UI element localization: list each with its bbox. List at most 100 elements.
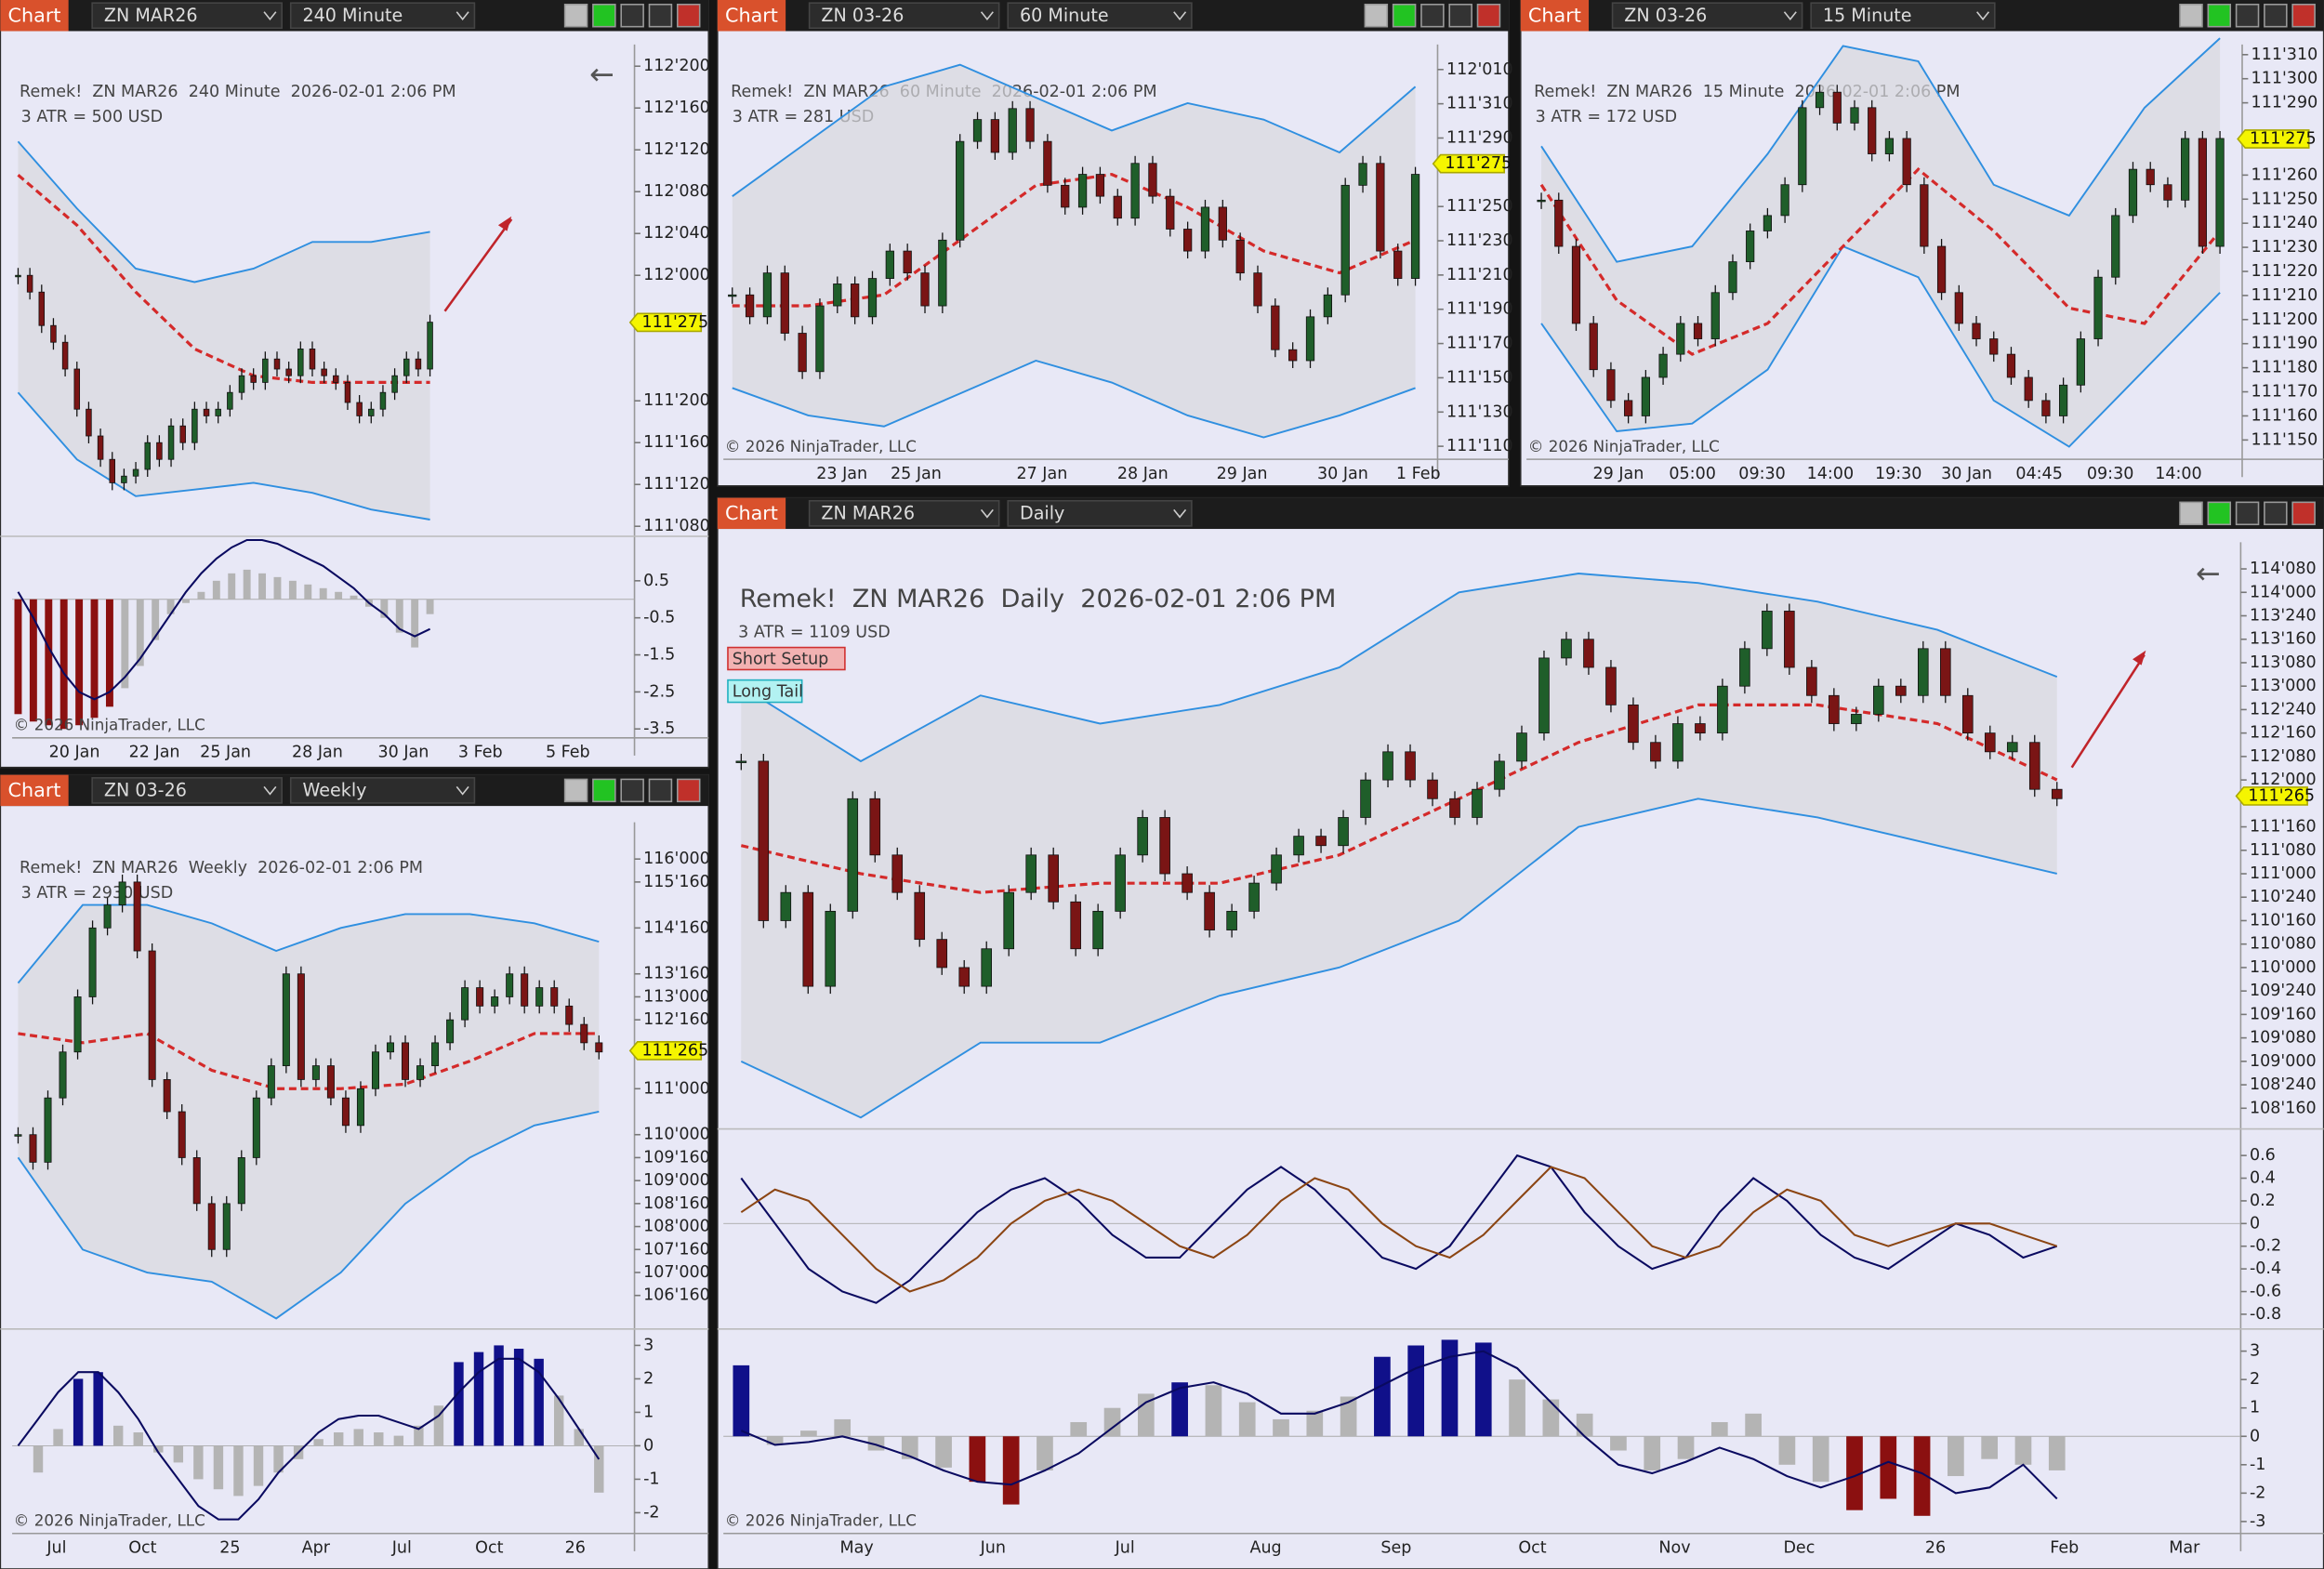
chart-header: Remek! ZN MAR26 Daily 2026-02-01 2:06 PM — [740, 585, 1337, 613]
candle — [1554, 199, 1564, 247]
y-tick-label: 111'290 — [1446, 128, 1513, 147]
window-button[interactable] — [2235, 501, 2260, 526]
x-tick-label: Oct — [1518, 1539, 1546, 1558]
window-button[interactable] — [2264, 501, 2288, 526]
y-tick-label: 110'000 — [2250, 958, 2317, 977]
window-button[interactable] — [2264, 3, 2288, 28]
candle — [1851, 714, 1862, 724]
candle — [179, 425, 186, 443]
dropdown[interactable] — [1007, 2, 1193, 30]
back-icon[interactable]: ← — [589, 56, 614, 91]
dropdown-label: 240 Minute — [303, 5, 403, 26]
candle — [1850, 107, 1859, 124]
chart-tab[interactable] — [717, 0, 786, 32]
candle — [565, 1005, 574, 1025]
candle — [1780, 184, 1789, 217]
x-tick-label: 25 — [219, 1539, 240, 1558]
window-button[interactable] — [1392, 3, 1417, 28]
histogram-bar — [1509, 1379, 1525, 1437]
window-button[interactable] — [2291, 501, 2316, 526]
y-tick-label: 114'000 — [2250, 583, 2317, 601]
window-button[interactable] — [1448, 3, 1472, 28]
window-button[interactable] — [648, 3, 673, 28]
y-tick-label: -0.2 — [2250, 1237, 2281, 1256]
candle — [1077, 174, 1088, 208]
candle — [341, 1097, 350, 1127]
candle — [1293, 836, 1304, 856]
y-tick-label: 112'080 — [643, 182, 710, 201]
candle — [59, 1051, 67, 1099]
window-button[interactable] — [2179, 3, 2203, 28]
dropdown[interactable] — [808, 2, 1000, 30]
dropdown[interactable] — [289, 2, 476, 30]
window-button[interactable] — [2207, 501, 2232, 526]
window-button[interactable] — [1476, 3, 1501, 28]
window-button[interactable] — [592, 778, 616, 803]
window-button[interactable] — [676, 778, 701, 803]
chart-tab[interactable] — [0, 774, 69, 807]
histogram-bar — [395, 599, 403, 633]
chart-tab[interactable] — [0, 0, 69, 32]
window-button[interactable] — [2207, 3, 2232, 28]
candle — [580, 1023, 588, 1044]
candle — [1641, 376, 1650, 416]
upper-band — [17, 903, 600, 984]
window-button[interactable] — [1420, 3, 1445, 28]
last-price-marker — [2237, 129, 2310, 149]
window-button[interactable] — [563, 778, 588, 803]
dropdown[interactable] — [1611, 2, 1803, 30]
y-tick-label: -3 — [2250, 1512, 2265, 1531]
chart-tab[interactable] — [1520, 0, 1590, 32]
annotation-box — [727, 679, 803, 704]
candle — [958, 967, 971, 987]
candle — [815, 305, 825, 373]
candle — [118, 881, 126, 906]
histogram-bar — [534, 1358, 544, 1446]
window-button[interactable] — [592, 3, 616, 28]
candle — [227, 391, 233, 410]
dropdown-label: 15 Minute — [1823, 5, 1912, 26]
back-icon[interactable]: ← — [2196, 555, 2221, 590]
x-tick-label: 1 Feb — [1396, 465, 1441, 483]
last-price-marker — [2235, 786, 2308, 806]
y-tick-label: 108'240 — [2250, 1075, 2317, 1094]
candle — [1728, 261, 1737, 294]
histogram-bar — [800, 1431, 817, 1437]
candle — [356, 402, 363, 416]
candle — [762, 272, 772, 318]
window-button[interactable] — [2235, 3, 2260, 28]
copyright: © 2026 NinjaTrader, LLC — [14, 716, 205, 734]
dropdown[interactable] — [91, 777, 283, 804]
candle — [550, 987, 559, 1007]
candle — [802, 891, 814, 987]
window-button[interactable] — [1364, 3, 1389, 28]
window-button[interactable] — [648, 778, 673, 803]
dropdown[interactable] — [1810, 2, 1996, 30]
window-button[interactable] — [563, 3, 588, 28]
chart-tab[interactable] — [717, 497, 786, 530]
dropdown-label: ZN MAR26 — [104, 5, 198, 26]
histogram-bar — [153, 1445, 164, 1453]
dropdown[interactable] — [1007, 499, 1193, 527]
histogram-bar — [213, 1445, 224, 1490]
window-button[interactable] — [2291, 3, 2316, 28]
y-tick-label: 111'000 — [2250, 864, 2317, 883]
dropdown[interactable] — [808, 499, 1000, 527]
window-button[interactable] — [620, 778, 644, 803]
y-tick-label: 0.4 — [2250, 1169, 2276, 1188]
histogram-bar — [258, 573, 267, 600]
candle — [1253, 272, 1262, 307]
candle — [192, 1157, 201, 1205]
candle — [1918, 648, 1929, 696]
candle — [1323, 294, 1332, 318]
window-button[interactable] — [620, 3, 644, 28]
x-tick-label: Apr — [302, 1539, 331, 1558]
dropdown[interactable] — [289, 777, 476, 804]
candle — [97, 435, 104, 460]
dropdown[interactable] — [91, 2, 283, 30]
window-button[interactable] — [2179, 501, 2203, 526]
window-button[interactable] — [676, 3, 701, 28]
y-tick-label: 111'190 — [2251, 335, 2318, 353]
copyright: © 2026 NinjaTrader, LLC — [725, 1510, 917, 1529]
